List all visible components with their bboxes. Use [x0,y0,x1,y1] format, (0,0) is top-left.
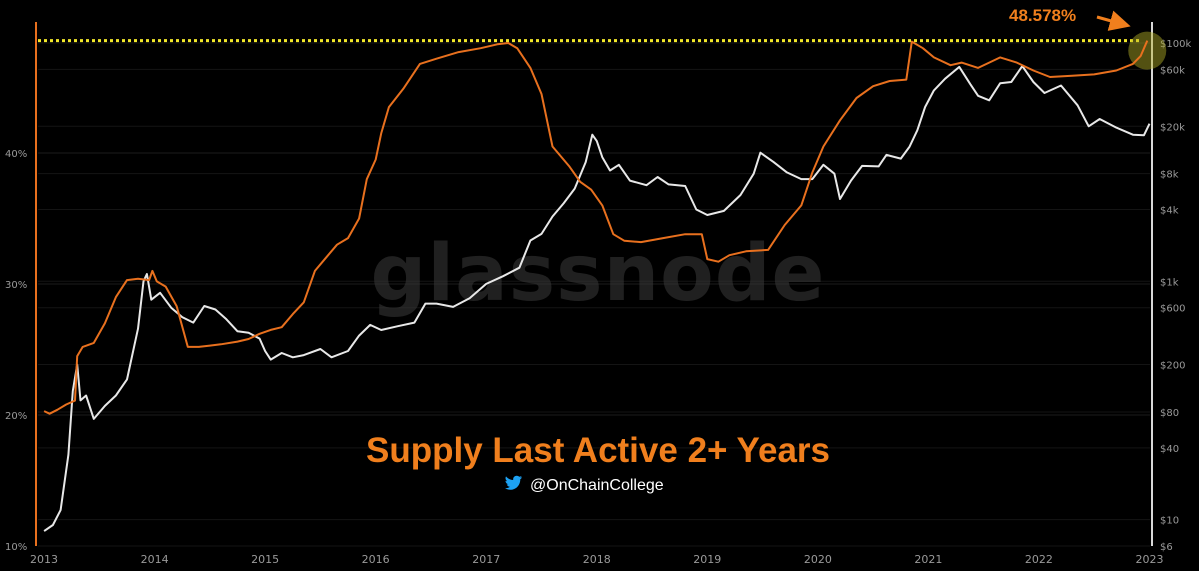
glassnode-watermark: glassnode [371,229,826,319]
x-axis-tick-label: 2015 [251,553,279,566]
x-axis-ticks: 2013 2014 2015 2016 2017 2018 2019 2020 2021 2022… [30,553,1163,566]
twitter-handle: @OnChainCollege [504,475,664,494]
right-axis-tick-label: $20k [1160,122,1185,133]
x-axis-tick-label: 2019 [693,553,721,566]
x-axis-tick-label: 2014 [141,553,169,566]
x-axis-tick-label: 2018 [583,553,611,566]
series-layer [43,40,1151,532]
left-axis-tick-label: 40% [5,149,27,160]
x-axis-tick-label: 2017 [472,553,500,566]
right-axis-tick-label: $4k [1160,206,1179,217]
right-axis-ticks: $6 $10 $40 $80 $200 $600 $1k $4k $8k $20k $60k $100… [1160,39,1191,553]
twitter-handle-label: @OnChainCollege [530,477,664,494]
right-axis-tick-label: $600 [1160,304,1185,315]
left-axis-tick-label: 30% [5,280,27,291]
annotation-value-label: 48.578% [1009,6,1076,25]
x-axis-tick-label: 2016 [362,553,390,566]
x-axis-tick-label: 2022 [1025,553,1053,566]
left-axis-tick-label: 10% [5,542,27,553]
x-axis-tick-label: 2023 [1135,553,1163,566]
right-axis-tick-label: $200 [1160,361,1185,372]
x-axis-tick-label: 2013 [30,553,58,566]
price-series-line [43,65,1151,532]
right-axis-tick-label: $100k [1160,39,1191,50]
left-axis-tick-label: 20% [5,411,27,422]
right-axis-tick-label: $6 [1160,542,1173,553]
right-axis-tick-label: $8k [1160,170,1179,181]
annotation-arrow [1096,10,1131,31]
right-axis-tick-label: $40 [1160,444,1179,455]
supply-series-line [43,40,1149,415]
chart-title: Supply Last Active 2+ Years [366,431,830,470]
grid-lines [38,42,1150,547]
twitter-bird-icon [504,475,522,490]
right-axis-tick-label: $10 [1160,516,1179,527]
right-axis-tick-label: $80 [1160,408,1179,419]
right-axis-tick-label: $1k [1160,277,1179,288]
x-axis-tick-label: 2020 [804,553,832,566]
x-axis-tick-label: 2021 [914,553,942,566]
left-axis-ticks: 10% 20% 30% 40% [5,149,27,553]
annotation-callout: 48.578% [1009,6,1131,31]
right-axis-tick-label: $60k [1160,65,1185,76]
